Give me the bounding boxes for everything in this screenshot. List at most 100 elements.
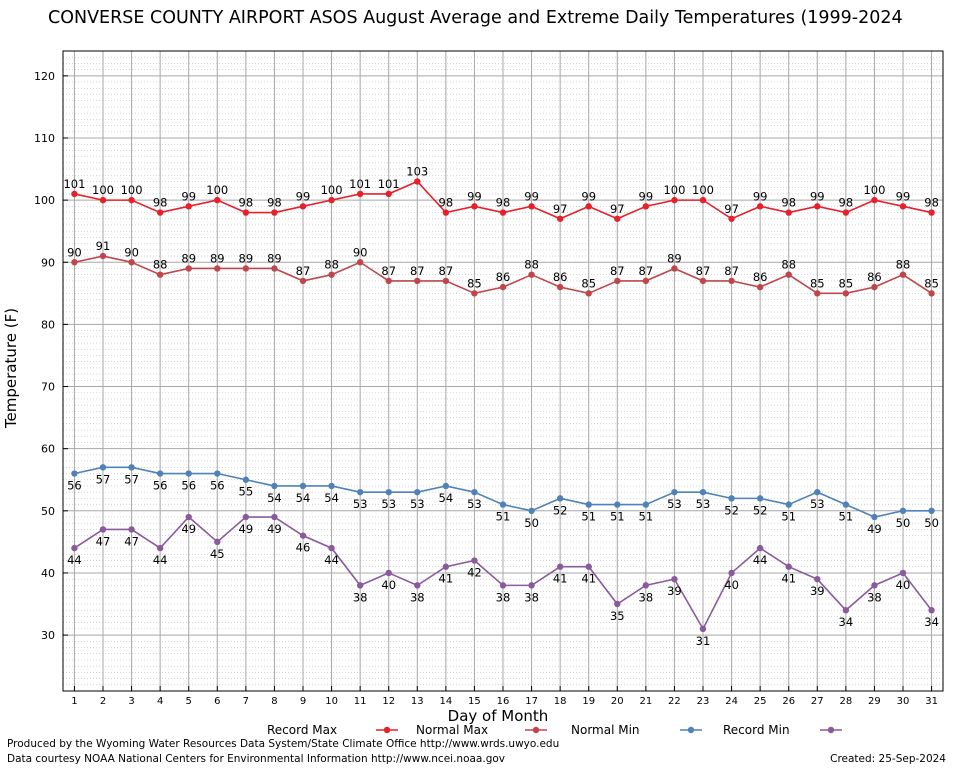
data-label: 53 bbox=[381, 497, 396, 511]
x-tick-label: 27 bbox=[811, 696, 824, 707]
data-point bbox=[328, 271, 335, 278]
x-tick-label: 23 bbox=[697, 696, 710, 707]
data-point bbox=[699, 625, 707, 633]
x-tick-label: 5 bbox=[186, 696, 192, 707]
data-point bbox=[471, 290, 478, 297]
data-label: 51 bbox=[496, 510, 511, 524]
data-point bbox=[242, 209, 250, 216]
data-label: 53 bbox=[410, 497, 425, 511]
x-tick-label: 16 bbox=[497, 696, 510, 707]
data-label: 87 bbox=[696, 264, 711, 278]
data-label: 97 bbox=[553, 202, 568, 216]
data-point bbox=[842, 290, 850, 297]
data-label: 55 bbox=[239, 485, 254, 499]
data-label: 53 bbox=[667, 497, 682, 511]
data-label: 39 bbox=[810, 584, 825, 598]
legend-item: Record Max bbox=[267, 723, 398, 737]
data-label: 87 bbox=[639, 264, 654, 278]
data-point bbox=[814, 488, 821, 496]
data-label: 89 bbox=[181, 251, 196, 265]
data-label: 87 bbox=[296, 264, 311, 278]
data-point bbox=[899, 569, 907, 577]
data-label: 85 bbox=[581, 276, 596, 290]
data-label: 47 bbox=[124, 534, 139, 548]
legend-label: Normal Max bbox=[416, 723, 488, 737]
data-label: 44 bbox=[324, 553, 339, 567]
data-point bbox=[299, 532, 307, 539]
data-label: 99 bbox=[296, 189, 311, 203]
data-label: 90 bbox=[353, 245, 368, 259]
y-tick-label: 120 bbox=[34, 70, 55, 83]
legend-label: Normal Min bbox=[571, 723, 640, 737]
data-label: 56 bbox=[67, 479, 82, 493]
data-point bbox=[528, 271, 535, 278]
data-label: 98 bbox=[267, 196, 282, 210]
x-tick-label: 11 bbox=[354, 696, 367, 707]
series-normal-max bbox=[71, 252, 935, 297]
series bbox=[71, 178, 935, 633]
data-point bbox=[242, 265, 250, 272]
data-label: 44 bbox=[753, 553, 768, 567]
data-point bbox=[842, 501, 850, 508]
data-label: 98 bbox=[239, 196, 254, 210]
data-point bbox=[71, 544, 78, 552]
data-label: 88 bbox=[524, 258, 539, 272]
data-point bbox=[671, 488, 678, 496]
data-label: 97 bbox=[610, 202, 625, 216]
data-label: 56 bbox=[181, 479, 196, 493]
data-point bbox=[728, 495, 735, 502]
x-tick-label: 20 bbox=[611, 696, 624, 707]
data-label: 54 bbox=[296, 491, 311, 505]
x-tick-label: 9 bbox=[300, 696, 306, 707]
data-point bbox=[499, 501, 507, 508]
data-label: 51 bbox=[610, 510, 625, 524]
x-tick-label: 19 bbox=[582, 696, 595, 707]
series-normal-min bbox=[71, 464, 935, 521]
data-label: 99 bbox=[581, 189, 596, 203]
x-tick-label: 2 bbox=[100, 696, 106, 707]
data-label: 41 bbox=[581, 572, 596, 586]
data-point bbox=[471, 557, 478, 564]
produced-by-credit: Produced by the Wyoming Water Resources … bbox=[7, 738, 560, 750]
data-label: 38 bbox=[639, 590, 654, 604]
data-label: 103 bbox=[406, 164, 428, 178]
data-point bbox=[585, 563, 592, 570]
data-label: 88 bbox=[324, 258, 339, 272]
legend-label: Record Max bbox=[267, 723, 337, 737]
data-label: 101 bbox=[378, 177, 400, 191]
data-label: 40 bbox=[724, 578, 739, 592]
x-tick-label: 13 bbox=[411, 696, 424, 707]
data-point bbox=[414, 277, 421, 285]
data-point bbox=[328, 544, 335, 552]
data-label: 54 bbox=[267, 491, 282, 505]
data-label: 97 bbox=[724, 202, 739, 216]
x-tick-label: 12 bbox=[382, 696, 395, 707]
created-date: Created: 25-Sep-2024 bbox=[830, 753, 946, 765]
data-label: 98 bbox=[153, 196, 168, 210]
data-label: 89 bbox=[667, 251, 682, 265]
data-label: 98 bbox=[496, 196, 511, 210]
data-label: 52 bbox=[553, 503, 568, 517]
data-point bbox=[842, 209, 850, 216]
legend-item: Normal Min bbox=[571, 723, 702, 737]
data-point bbox=[614, 215, 621, 222]
data-point bbox=[414, 488, 421, 496]
y-axis-label: Temperature (F) bbox=[2, 308, 20, 429]
data-point bbox=[128, 464, 135, 471]
x-tick-label: 18 bbox=[554, 696, 567, 707]
data-point bbox=[614, 600, 621, 608]
x-axis-label: Day of Month bbox=[448, 707, 549, 725]
data-point bbox=[814, 290, 821, 297]
data-label: 90 bbox=[124, 245, 139, 259]
y-tick-label: 90 bbox=[41, 256, 55, 269]
data-point bbox=[185, 470, 192, 477]
data-point bbox=[614, 277, 621, 285]
data-label: 40 bbox=[896, 578, 911, 592]
data-label: 38 bbox=[496, 590, 511, 604]
data-point bbox=[271, 482, 278, 490]
data-point bbox=[699, 196, 707, 204]
x-tick-label: 14 bbox=[439, 696, 452, 707]
y-tick-label: 70 bbox=[41, 381, 55, 394]
data-point bbox=[414, 582, 421, 589]
data-label: 101 bbox=[349, 177, 371, 191]
